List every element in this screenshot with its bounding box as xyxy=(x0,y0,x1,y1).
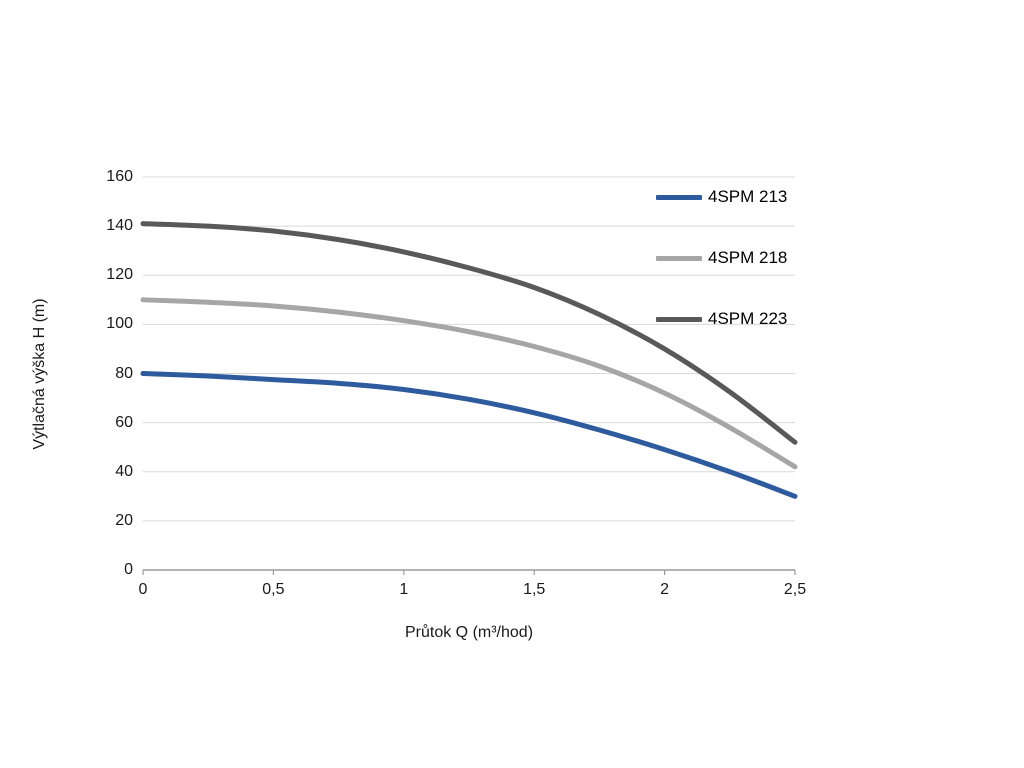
x-tick-label: 2 xyxy=(660,581,670,598)
y-tick-label: 60 xyxy=(115,413,133,431)
x-tick-label: 2,5 xyxy=(783,581,807,598)
legend-label-4spm-218: 4SPM 218 xyxy=(708,248,788,267)
legend: 4SPM 213 4SPM 218 4SPM 223 xyxy=(656,186,787,330)
series-curve-4spm-223 xyxy=(140,221,798,445)
legend-entry: 4SPM 213 xyxy=(656,186,787,208)
y-tick-label: 100 xyxy=(106,315,133,333)
y-tick-label: 40 xyxy=(115,462,133,480)
x-tick-label: 0 xyxy=(138,581,148,598)
y-tick-label: 20 xyxy=(115,511,133,529)
legend-swatch-4spm-218 xyxy=(656,255,702,261)
x-tick-label: 1,5 xyxy=(523,581,546,598)
series-curve-4spm-213 xyxy=(140,371,798,499)
x-tick-label: 1 xyxy=(399,581,409,598)
legend-swatch-4spm-223 xyxy=(656,316,702,322)
legend-label-4spm-223: 4SPM 223 xyxy=(708,309,788,328)
series-curve-4spm-218 xyxy=(140,297,798,470)
y-tick-label: 0 xyxy=(124,561,133,578)
x-axis-title: Průtok Q (m³/hod) xyxy=(404,624,534,641)
legend-entry: 4SPM 218 xyxy=(656,247,787,269)
legend-entry: 4SPM 223 xyxy=(656,308,787,330)
y-axis-title: Výtlačná výška H (m) xyxy=(31,298,48,450)
y-tick-label: 120 xyxy=(106,266,133,284)
legend-label-4spm-213: 4SPM 213 xyxy=(708,187,788,206)
y-tick-label: 160 xyxy=(106,168,133,185)
y-tick-label: 80 xyxy=(115,364,133,382)
legend-swatch-4spm-213 xyxy=(656,194,702,200)
y-tick-label: 140 xyxy=(106,217,133,235)
x-tick-label: 0,5 xyxy=(262,581,285,598)
